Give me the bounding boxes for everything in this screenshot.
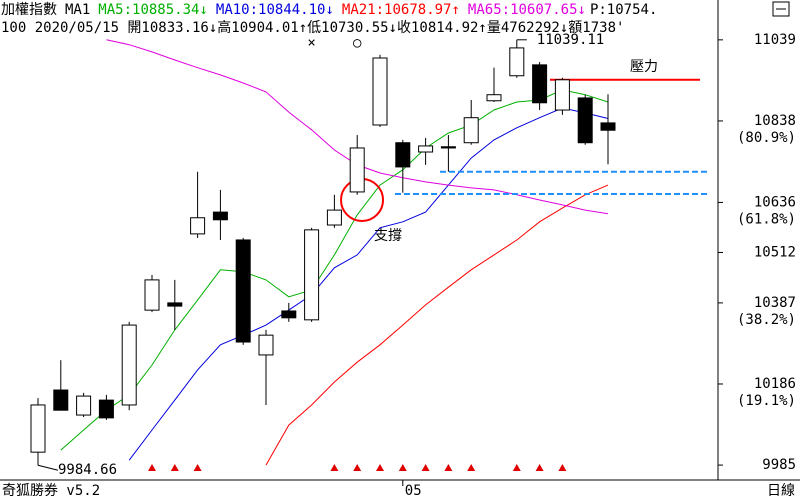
ma-line — [128, 107, 609, 461]
legend-entry: MA65:10607.65 — [468, 2, 578, 18]
legend-trend: ↓ — [325, 2, 333, 18]
legend-entry: MA21:10678.97 — [342, 2, 452, 18]
signal-marker — [421, 464, 430, 471]
window-button[interactable] — [772, 1, 790, 17]
period: MA1 — [65, 2, 90, 18]
top-mark: × — [307, 35, 315, 51]
candle-body — [304, 229, 320, 321]
signal-marker — [330, 464, 339, 471]
candle-body — [532, 64, 548, 104]
candle-body — [463, 117, 479, 144]
candle-body — [395, 142, 411, 168]
signal-marker — [512, 464, 521, 471]
y-tick-note: (61.8%) — [737, 211, 796, 227]
candle-body — [418, 145, 434, 153]
interval: 日線 — [767, 483, 795, 499]
legend-entry: MA5:10885.34 — [98, 2, 199, 18]
candle-body — [30, 404, 46, 453]
leader — [37, 464, 59, 471]
y-tick-label: 10838 — [754, 113, 796, 129]
candle-body — [167, 302, 183, 307]
candle-body — [349, 147, 365, 193]
y-tick-label: 9985 — [762, 457, 796, 473]
high-label: 11039.11 — [537, 32, 604, 48]
footer: 奇狐勝券 v5.2 — [2, 482, 100, 499]
price-label: P:10754. — [590, 2, 657, 18]
candle-body — [76, 395, 92, 416]
y-tick-label: 10636 — [754, 194, 796, 210]
y-tick-note: (38.2%) — [737, 312, 796, 328]
signal-marker — [353, 464, 362, 471]
candle-body — [144, 279, 160, 311]
candle-body — [486, 94, 502, 102]
signal-marker — [558, 464, 567, 471]
y-tick-label: 11039 — [754, 32, 796, 48]
signal-marker — [467, 464, 476, 471]
candle-body — [121, 324, 137, 406]
y-tick-label: 10186 — [754, 376, 796, 392]
candle-body — [600, 122, 616, 131]
signal-marker — [444, 464, 453, 471]
ma-line — [265, 184, 609, 466]
y-tick-label: 10387 — [754, 295, 796, 311]
signal-marker — [376, 464, 384, 471]
ma-line — [60, 89, 609, 451]
y-tick-note: (80.9%) — [737, 130, 796, 146]
candle-body — [98, 399, 114, 419]
candle-body — [372, 57, 388, 126]
header-legend: 加權指數 MA1 MA5:10885.34↓ MA10:10844.10↓ MA21:1… — [1, 2, 657, 18]
candle-body — [53, 389, 69, 411]
signal-marker — [170, 464, 179, 471]
legend-trend: ↑ — [451, 2, 459, 18]
candle-body — [509, 47, 525, 77]
candle-body — [440, 146, 456, 149]
resistance-label: 壓力 — [630, 59, 658, 75]
candle-body — [212, 211, 228, 221]
title: 加權指數 — [1, 2, 57, 18]
candle-body — [235, 239, 251, 343]
y-tick-note: (19.1%) — [737, 393, 796, 409]
legend-trend: ↓ — [199, 2, 207, 18]
y-tick-label: 10512 — [754, 244, 796, 260]
candle-body — [258, 334, 274, 356]
candle-body — [554, 79, 570, 111]
candle-body — [326, 209, 342, 226]
candle-body — [577, 97, 593, 144]
candle-body — [281, 310, 297, 319]
legend-trend: ↓ — [578, 2, 586, 18]
top-mark: ○ — [353, 35, 362, 51]
signal-marker — [193, 464, 202, 471]
signal-marker — [535, 464, 544, 471]
signal-marker — [148, 464, 156, 471]
x-tick-label: 05 — [405, 483, 422, 499]
candle-body — [190, 217, 206, 235]
header: 加權指數 MA1 MA5:10885.34↓ MA10:10844.10↓ MA21:1… — [1, 2, 657, 36]
signal-marker — [398, 464, 407, 471]
support-label: 支撐 — [374, 228, 402, 244]
info-line: 100 2020/05/15 開10833.16↓高10904.01↑低1073… — [1, 19, 624, 36]
low-label: 9984.66 — [58, 462, 117, 478]
legend-entry: MA10:10844.10 — [216, 2, 326, 18]
